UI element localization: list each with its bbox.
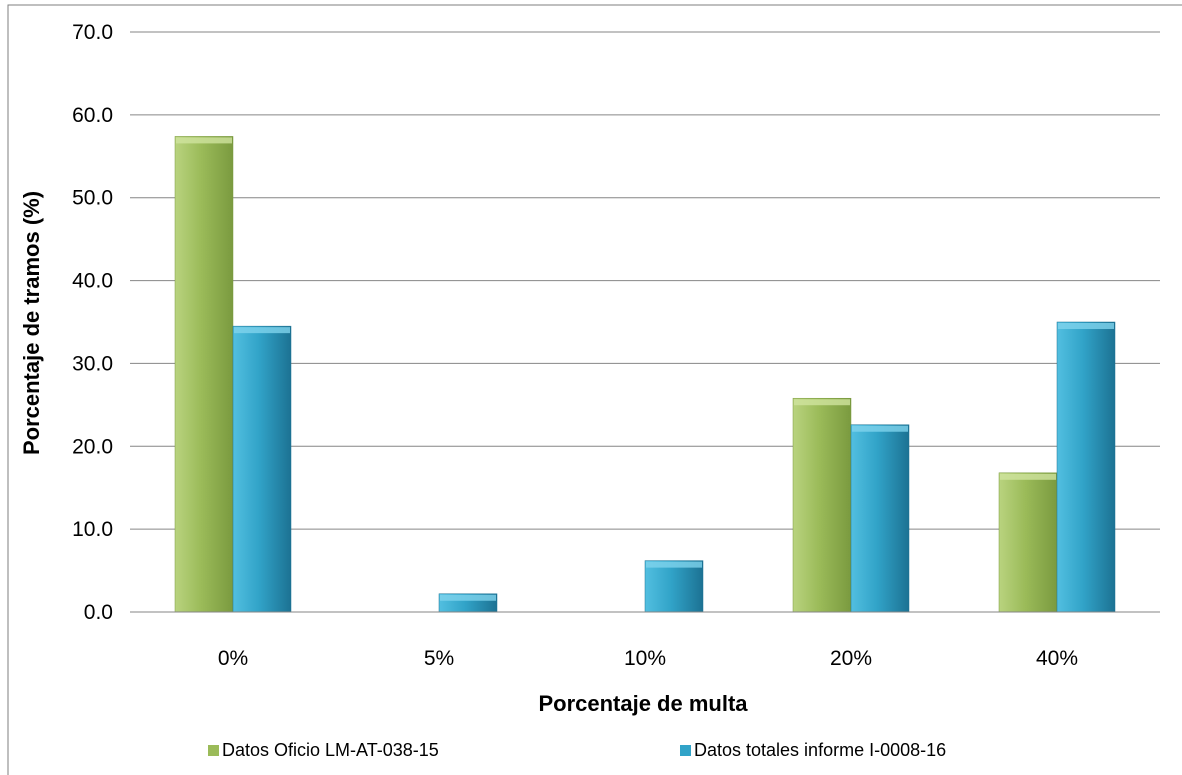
x-tick-label: 20% <box>830 647 872 670</box>
bar-series-2-40% <box>1056 321 1116 613</box>
bar-bevel-2-20% <box>852 425 908 432</box>
bar-bevel-1-20% <box>794 399 850 406</box>
bars <box>174 136 1116 613</box>
bar-series-1-0% <box>174 136 234 613</box>
legend-label-series-2: Datos totales informe I-0008-16 <box>694 740 947 760</box>
bar-series-1-40% <box>998 472 1058 613</box>
bar-bevel-2-0% <box>234 327 290 334</box>
y-tick-label: 50.0 <box>72 187 113 210</box>
bar-bevel-1-40% <box>1000 473 1056 480</box>
legend-label-series-1: Datos Oficio LM-AT-038-15 <box>222 740 439 760</box>
y-tick-label: 60.0 <box>72 104 113 127</box>
x-tick-label: 10% <box>624 647 666 670</box>
y-tick-label: 20.0 <box>72 435 113 458</box>
x-tick-label: 5% <box>424 647 454 670</box>
y-tick-labels: 0.0 10.0 20.0 30.0 40.0 50.0 60.0 70.0 <box>72 21 113 624</box>
gridlines <box>130 31 1160 530</box>
x-tick-labels: 0% 5% 10% 20% 40% <box>218 647 1078 670</box>
bar-series-1-20% <box>792 397 852 613</box>
y-tick-label: 10.0 <box>72 518 113 541</box>
chart-border <box>7 4 1182 775</box>
bar-bevel-2-5% <box>440 594 496 601</box>
y-tick-label: 70.0 <box>72 21 113 44</box>
y-axis-label: Porcentaje de tramos (%) <box>19 191 44 455</box>
legend-item-series-1: Datos Oficio LM-AT-038-15 <box>208 740 439 761</box>
legend-item-series-2: Datos totales informe I-0008-16 <box>680 740 946 761</box>
bar-series-2-10% <box>644 560 704 613</box>
bar-bevel-1-0% <box>176 137 232 144</box>
x-tick-label: 40% <box>1036 647 1078 670</box>
legend-swatch-blue-icon <box>680 745 691 756</box>
bar-series-2-20% <box>850 424 910 613</box>
y-tick-label: 40.0 <box>72 270 113 293</box>
y-tick-label: 30.0 <box>72 352 113 375</box>
x-tick-label: 0% <box>218 647 248 670</box>
bar-bevel-2-10% <box>646 561 702 568</box>
x-axis-label: Porcentaje de multa <box>538 691 748 716</box>
bar-series-2-0% <box>232 325 292 613</box>
legend: Datos Oficio LM-AT-038-15 Datos totales … <box>0 740 1182 764</box>
legend-swatch-green-icon <box>208 745 219 756</box>
bar-bevel-2-40% <box>1058 323 1114 329</box>
y-tick-label: 0.0 <box>84 601 113 624</box>
